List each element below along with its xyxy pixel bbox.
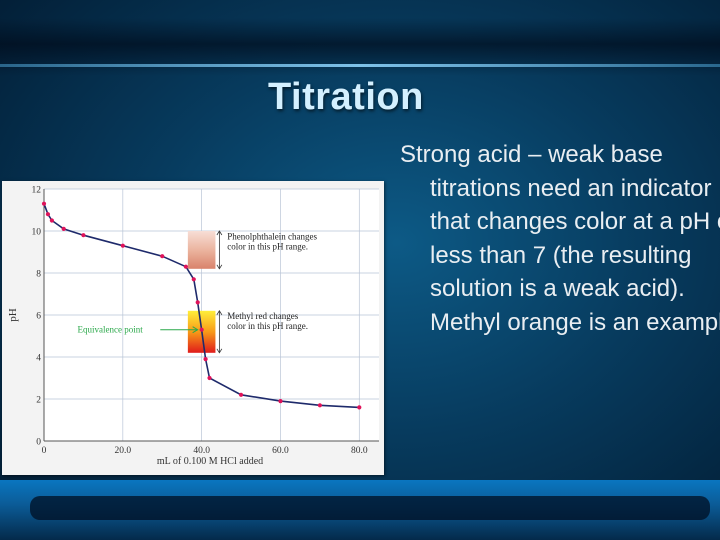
y-tick-label: 2 bbox=[36, 396, 41, 406]
methyl-red-label-line2: color in this pH range. bbox=[227, 321, 308, 331]
data-point bbox=[317, 403, 322, 408]
methyl-red-range-arrow-head-bottom bbox=[216, 348, 223, 354]
data-point bbox=[207, 375, 212, 381]
y-tick-label: 10 bbox=[32, 228, 42, 238]
x-axis-label: mL of 0.100 M HCl added bbox=[157, 456, 263, 467]
phenolphthalein-label-line2: color in this pH range. bbox=[227, 241, 308, 251]
data-point bbox=[45, 212, 51, 217]
x-tick-label: 40.0 bbox=[193, 446, 210, 456]
titration-chart-frame: 0 2 4 6 8 10 12 0 20.0 40.0 60.0 80.0 Phenolphthale… bbox=[2, 181, 384, 475]
data-point bbox=[61, 226, 66, 231]
data-point bbox=[160, 254, 165, 259]
x-tick-label: 20.0 bbox=[115, 446, 132, 456]
phenolphthalein-range-arrow-head-top bbox=[216, 230, 223, 236]
equivalence-point-label: Equivalence point bbox=[78, 325, 144, 335]
data-point bbox=[120, 243, 125, 248]
data-point bbox=[195, 300, 200, 305]
slide-body-text: Strong acid – weak base titrations need … bbox=[400, 141, 720, 336]
y-tick-label: 12 bbox=[32, 186, 42, 196]
x-tick-label: 60.0 bbox=[272, 446, 289, 456]
data-point bbox=[238, 392, 244, 397]
x-tick-label: 0 bbox=[42, 446, 47, 456]
phenolphthalein-range-band bbox=[187, 231, 216, 269]
data-point bbox=[199, 327, 204, 332]
equivalence-arrow-head bbox=[192, 326, 199, 334]
titration-chart: 0 2 4 6 8 10 12 0 20.0 40.0 60.0 80.0 Phenolphthale… bbox=[7, 186, 379, 467]
bottom-dark-strip bbox=[30, 496, 710, 520]
y-tick-label: 4 bbox=[36, 354, 41, 364]
slide-title: Titration bbox=[268, 76, 424, 118]
methyl-red-label-line1: Methyl red changes bbox=[227, 311, 298, 321]
y-tick-label: 8 bbox=[36, 270, 41, 280]
y-axis-label: pH bbox=[7, 308, 19, 322]
data-point bbox=[203, 357, 208, 362]
methyl-red-range-arrow-head-top bbox=[216, 310, 223, 316]
data-point bbox=[278, 399, 283, 404]
y-tick-label: 6 bbox=[36, 312, 41, 322]
data-point bbox=[357, 405, 362, 410]
data-point bbox=[183, 264, 188, 269]
data-point bbox=[41, 201, 47, 206]
top-decorative-band bbox=[0, 18, 720, 76]
phenolphthalein-label-line1: Phenolphthalein changes bbox=[227, 231, 317, 241]
data-point bbox=[49, 218, 54, 223]
top-accent-line bbox=[0, 64, 720, 67]
data-point bbox=[81, 233, 86, 238]
x-tick-label: 80.0 bbox=[351, 446, 368, 456]
y-tick-label: 0 bbox=[36, 438, 41, 448]
data-point bbox=[191, 277, 196, 282]
phenolphthalein-range-arrow-head-bottom bbox=[216, 264, 223, 270]
